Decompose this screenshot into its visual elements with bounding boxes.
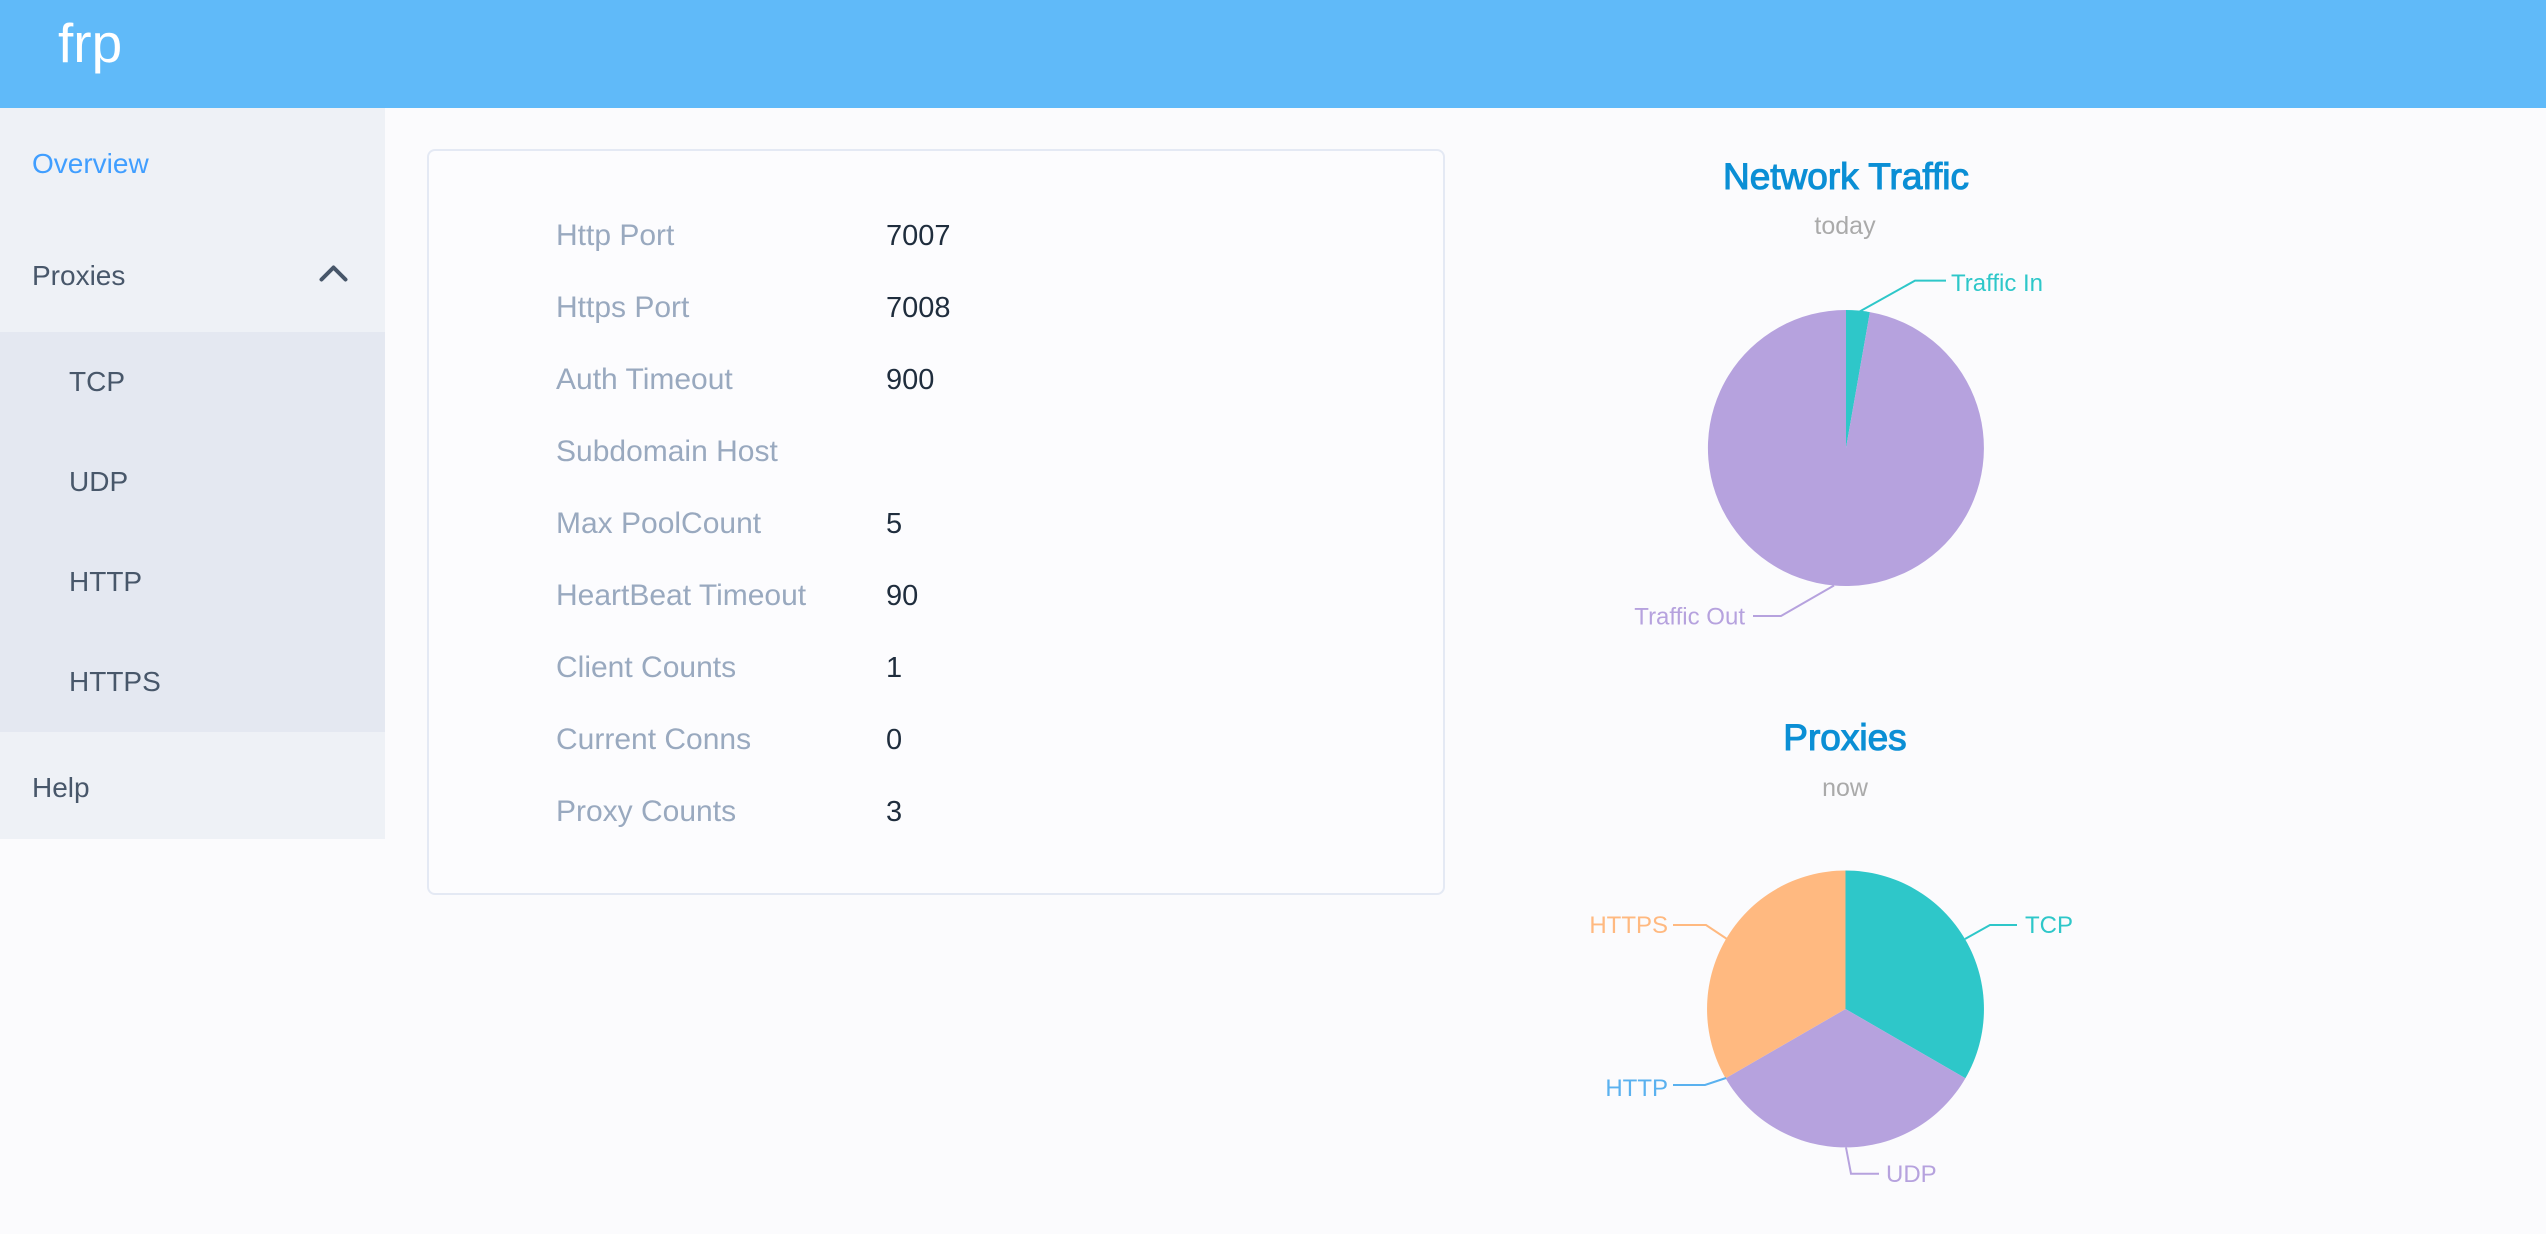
svg-text:today: today (1814, 212, 1876, 240)
svg-text:Proxies: Proxies (1783, 717, 1906, 758)
svg-text:HTTPS: HTTPS (1589, 912, 1668, 939)
svg-text:UDP: UDP (1886, 1161, 1937, 1188)
svg-text:HTTP: HTTP (1605, 1075, 1668, 1102)
svg-text:TCP: TCP (2025, 912, 2073, 939)
svg-text:Traffic Out: Traffic Out (1634, 604, 1745, 631)
svg-text:Network Traffic: Network Traffic (1723, 156, 1969, 197)
svg-text:now: now (1822, 774, 1869, 802)
svg-text:Traffic In: Traffic In (1951, 270, 2043, 297)
